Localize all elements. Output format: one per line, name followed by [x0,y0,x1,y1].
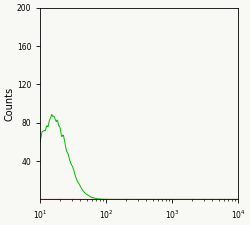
Y-axis label: Counts: Counts [4,86,14,121]
